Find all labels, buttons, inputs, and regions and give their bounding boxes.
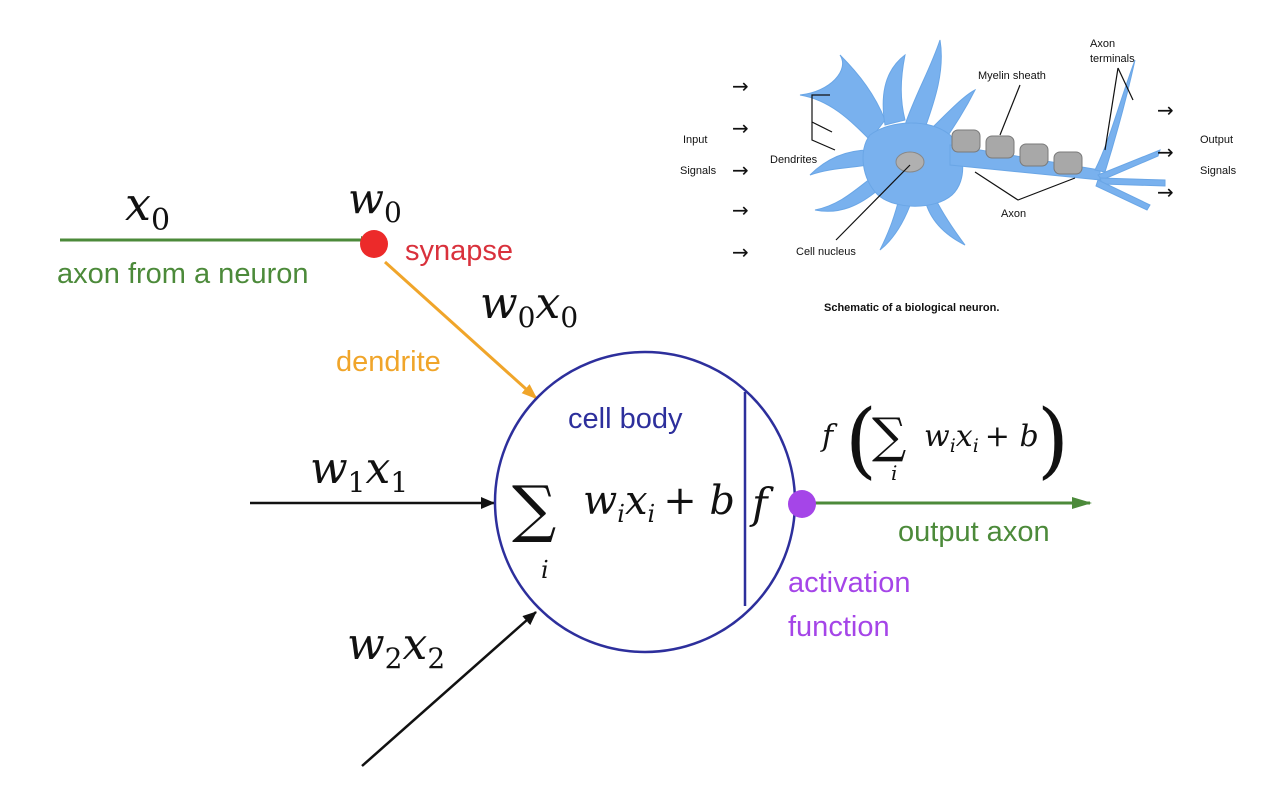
bio-axon-terminals-line2: terminals	[1090, 53, 1135, 65]
cell-nucleus-icon	[895, 151, 925, 173]
output-open-paren: (	[845, 393, 877, 488]
artificial-neuron: x0 w0 axon from a neuron synapse w0x0 de…	[57, 174, 1092, 767]
myelin-segment-2	[985, 135, 1015, 159]
sum-term: wixi + b	[583, 478, 735, 528]
input-arrow-5: →	[732, 240, 749, 264]
input-arrow-2: →	[732, 116, 749, 140]
myelin-segment-1	[951, 129, 981, 153]
input-arrow-4: →	[732, 198, 749, 222]
bio-myelin-label: Myelin sheath	[978, 70, 1046, 82]
sum-formula: ∑ i wixi + b	[512, 472, 735, 584]
bio-input-signals-label: Signals	[680, 165, 717, 177]
output-index: i	[891, 461, 897, 485]
output-term: wixi + b	[924, 419, 1039, 457]
activation-label-line2: function	[788, 611, 890, 643]
bio-dendrites-label: Dendrites	[770, 154, 818, 166]
bio-axon-terminals-line1: Axon	[1090, 38, 1115, 50]
bio-leader-lines	[811, 67, 1134, 241]
activation-f-symbol: f	[749, 479, 774, 528]
input-arrow-3: →	[732, 158, 749, 182]
w2x2-label: w2x2	[347, 619, 445, 675]
output-sigma: ∑	[872, 408, 906, 464]
synapse-dot-icon	[360, 230, 388, 258]
dendrite-arrow	[383, 260, 538, 400]
sum-sigma: ∑	[512, 472, 556, 545]
input-arrow-1: →	[732, 74, 749, 98]
output-arrow-3: →	[1157, 180, 1174, 204]
w0x0-label: w0x0	[480, 278, 578, 334]
output-close-paren: )	[1037, 393, 1069, 488]
axon-from-neuron-label: axon from a neuron	[57, 258, 308, 290]
output-axon-label: output axon	[898, 516, 1050, 548]
x0-label: x0	[125, 177, 170, 238]
w1x1-label: w1x1	[310, 443, 408, 499]
input2-arrow	[361, 611, 537, 767]
input-signal-arrows: → → → → →	[732, 74, 749, 264]
bio-output-label: Output	[1200, 134, 1233, 146]
output-arrow-2: →	[1157, 140, 1174, 164]
output-f: f	[820, 419, 838, 454]
bio-axon-label: Axon	[1001, 208, 1026, 220]
bio-output-signals-label: Signals	[1200, 165, 1237, 177]
biological-neuron-panel: → → → → → Input Signals	[652, 0, 1265, 330]
dendrite-label: dendrite	[336, 346, 441, 378]
myelin-segment-4	[1053, 151, 1083, 175]
w0-label: w0	[348, 174, 402, 229]
cell-body-label: cell body	[568, 403, 683, 435]
bio-cell-nucleus-label: Cell nucleus	[796, 246, 856, 258]
sum-index: i	[541, 556, 549, 584]
myelin-sheath-segments	[951, 129, 1083, 175]
output-formula: f ( ∑ i wixi + b )	[820, 393, 1069, 488]
bio-input-label: Input	[683, 134, 707, 146]
activation-dot-icon	[788, 490, 816, 518]
myelin-segment-3	[1019, 143, 1049, 167]
output-signal-arrows: → → →	[1157, 98, 1174, 204]
activation-label-line1: activation	[788, 567, 911, 599]
output-arrow-1: →	[1157, 98, 1174, 122]
bio-caption: Schematic of a biological neuron.	[824, 302, 999, 314]
synapse-label: synapse	[405, 235, 513, 267]
